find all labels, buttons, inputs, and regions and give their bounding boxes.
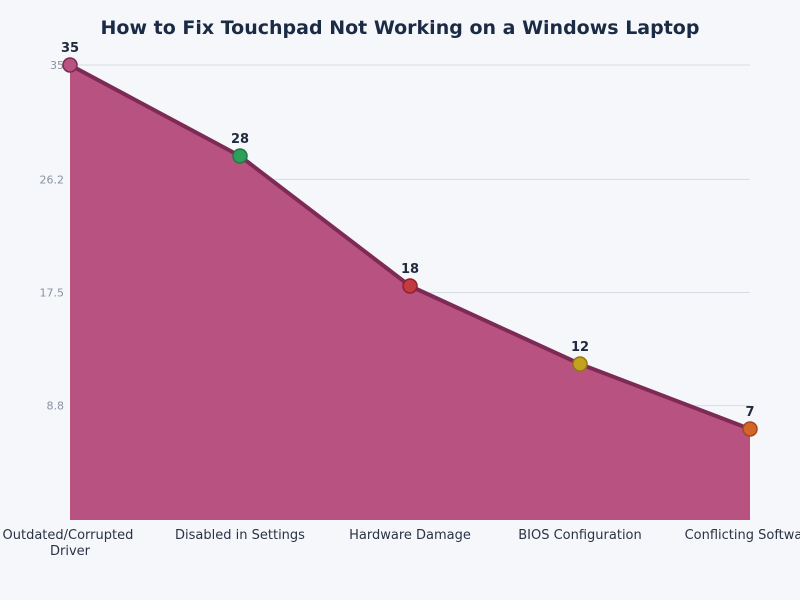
data-point bbox=[742, 421, 758, 437]
x-tick-label: Disabled in Settings bbox=[175, 528, 305, 543]
data-label: 35 bbox=[61, 41, 79, 56]
data-label: 12 bbox=[571, 340, 589, 355]
data-point bbox=[572, 356, 588, 372]
data-point bbox=[232, 148, 248, 164]
data-point bbox=[62, 57, 78, 73]
data-point bbox=[402, 278, 418, 294]
x-tick-label: BIOS Configuration bbox=[518, 528, 642, 543]
y-tick-label: 26.2 bbox=[40, 173, 65, 186]
x-tick-label: Hardware Damage bbox=[349, 528, 471, 543]
data-label: 28 bbox=[231, 132, 249, 147]
data-label: 18 bbox=[401, 262, 419, 277]
x-tick-label: Outdated/Corrupted Driver bbox=[3, 528, 138, 559]
chart-title: How to Fix Touchpad Not Working on a Win… bbox=[101, 17, 700, 39]
x-tick-label: Conflicting Software bbox=[685, 528, 800, 543]
y-tick-label: 17.5 bbox=[40, 287, 65, 300]
y-tick-label: 8.8 bbox=[47, 400, 65, 413]
data-label: 7 bbox=[745, 405, 754, 420]
y-tick-label: 35 bbox=[50, 59, 64, 72]
